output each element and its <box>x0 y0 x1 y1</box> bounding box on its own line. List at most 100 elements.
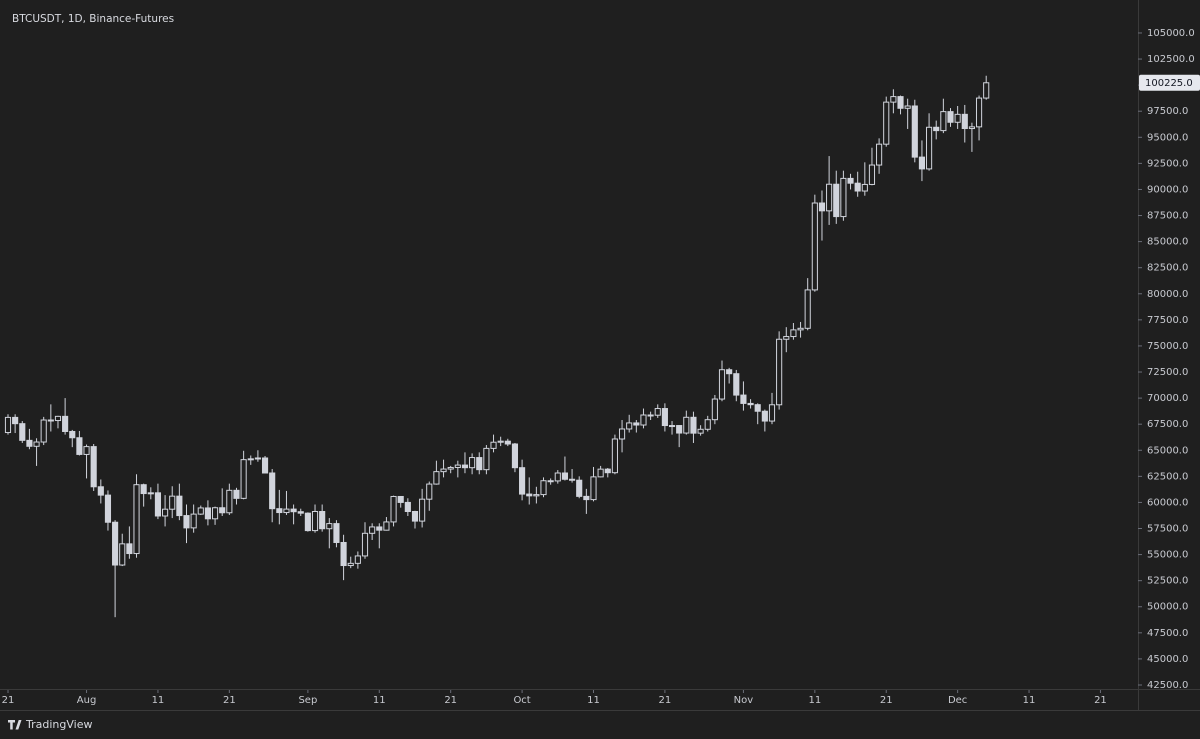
candle-body <box>361 532 369 557</box>
candle-body <box>654 408 661 416</box>
candle-body <box>647 414 654 417</box>
candle-body <box>519 467 526 495</box>
x-tick-label: 11 <box>587 695 600 706</box>
candle-body <box>419 498 426 522</box>
y-tick-label: 62500.0 <box>1147 471 1188 482</box>
candle-body <box>69 430 76 439</box>
candle-body <box>576 479 583 497</box>
candle-body <box>233 489 240 499</box>
candle-body <box>783 336 790 340</box>
candle-body <box>112 521 119 566</box>
candle-body <box>975 97 983 128</box>
candle-body <box>140 484 147 495</box>
x-tick-label: 21 <box>1094 695 1107 706</box>
candle-body <box>911 105 918 158</box>
candle-body <box>119 543 126 566</box>
candle-body <box>33 441 40 447</box>
candle-body <box>697 428 704 434</box>
candle-body <box>983 82 990 99</box>
candle-body <box>433 471 440 485</box>
candle-body <box>333 523 340 543</box>
candle-body <box>176 495 183 517</box>
candle-body <box>269 472 276 510</box>
candle-body <box>833 183 840 218</box>
candle-body <box>311 511 319 532</box>
candle-body <box>319 511 326 530</box>
candle-body <box>640 414 647 426</box>
candle-body <box>847 177 854 184</box>
chart-title: BTCUSDT, 1D, Binance-Futures <box>12 13 174 25</box>
candle-body <box>561 472 569 480</box>
y-tick-label: 80000.0 <box>1147 289 1188 300</box>
candle-body <box>347 562 354 567</box>
x-tick-label: 11 <box>1023 695 1036 706</box>
candle-body <box>961 113 968 130</box>
candle-body <box>761 410 768 422</box>
x-tick-label: 11 <box>808 695 821 706</box>
candle-body <box>197 507 204 515</box>
candle-body <box>133 484 140 555</box>
candle-body <box>861 183 868 192</box>
candle-body <box>526 493 533 497</box>
candle-body <box>340 541 347 567</box>
candle-body <box>62 415 69 432</box>
y-tick-label: 95000.0 <box>1147 132 1188 143</box>
candle-body <box>154 492 162 517</box>
candle-body <box>147 492 154 495</box>
logo: TradingView <box>8 718 92 731</box>
y-tick-label: 67500.0 <box>1147 419 1188 430</box>
candle-body <box>26 439 33 447</box>
candle-body <box>583 495 590 501</box>
candle-body <box>254 457 261 460</box>
y-tick-label: 85000.0 <box>1147 237 1188 248</box>
candle-body <box>304 512 311 532</box>
candle-body <box>326 523 333 530</box>
candle-body <box>690 416 697 434</box>
x-tick-label: 21 <box>2 695 15 706</box>
candle-body <box>354 555 361 564</box>
logo-icon <box>8 720 22 730</box>
candle-body <box>568 478 576 481</box>
candle-body <box>754 404 761 412</box>
x-tick-label: Dec <box>948 695 967 706</box>
candle-body <box>618 428 626 440</box>
candle-body <box>926 126 933 170</box>
candle-body <box>297 511 304 514</box>
candle-body <box>804 289 811 329</box>
candle-body <box>190 513 197 529</box>
candle-body <box>511 443 519 469</box>
candle-body <box>590 476 597 501</box>
candle-body <box>740 394 747 404</box>
last-price-box <box>1139 74 1200 91</box>
y-tick-label: 87500.0 <box>1147 211 1188 222</box>
candle-body <box>483 447 490 471</box>
candle-body <box>554 472 561 482</box>
candle-body <box>461 464 469 469</box>
y-tick-label: 50000.0 <box>1147 602 1188 613</box>
candle-body <box>476 457 483 471</box>
candle-body <box>90 446 97 488</box>
candle-body <box>768 404 776 422</box>
x-tick-label: 11 <box>152 695 165 706</box>
candle-body <box>597 468 604 478</box>
candle-body <box>854 182 861 192</box>
candle-body <box>97 486 104 496</box>
x-tick-label: 11 <box>373 695 386 706</box>
candle-body <box>540 480 547 496</box>
candle-body <box>868 164 876 185</box>
x-tick-label: 21 <box>223 695 236 706</box>
y-tick-label: 92500.0 <box>1147 158 1188 169</box>
candle-body <box>954 113 961 123</box>
candle-body <box>447 466 454 470</box>
candle-body <box>504 440 511 445</box>
candle-body <box>276 508 283 514</box>
y-tick-label: 52500.0 <box>1147 576 1188 587</box>
last-price-label: 100225.0 <box>1145 78 1193 89</box>
candle-body <box>940 111 947 132</box>
candle-body <box>162 508 169 517</box>
y-tick-label: 70000.0 <box>1147 393 1188 404</box>
candle-body <box>183 515 190 529</box>
candle-body <box>411 511 419 522</box>
candle-body <box>397 495 404 503</box>
